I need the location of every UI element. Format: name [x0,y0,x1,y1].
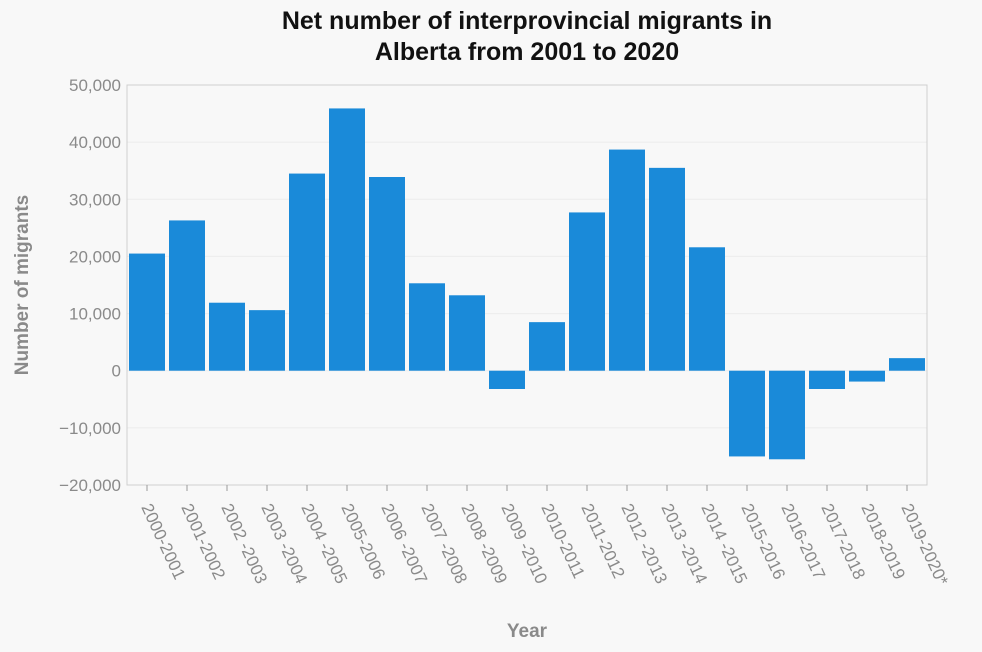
bar [889,358,925,371]
y-tick-label: −20,000 [59,476,121,495]
bar [209,302,245,371]
chart-title: Net number of interprovincial migrants i… [281,7,773,66]
y-tick-label: 0 [112,362,121,381]
bar [129,253,165,371]
bar [689,247,725,371]
bar [729,370,765,457]
y-tick-label: 30,000 [69,190,121,209]
bar [449,295,485,371]
bar [769,370,805,460]
bar [529,322,565,371]
bar [249,310,285,371]
y-tick-label: −10,000 [59,419,121,438]
bars [129,108,925,460]
bar [169,220,205,371]
y-axis-title: Number of migrants [12,195,33,376]
bar [809,370,845,389]
plot-frame [126,84,928,486]
y-tick-label: 50,000 [69,76,121,95]
y-axis-ticks: 50,000 40,000 30,000 20,000 10,000 0 −10,000 −2… [59,76,121,495]
x-axis-title: Year [507,621,548,642]
bar [329,108,365,371]
bar [649,167,685,371]
y-tick-label: 40,000 [69,133,121,152]
y-tick-label: 20,000 [69,247,121,266]
bar [849,370,885,382]
bar [369,177,405,371]
bar [569,212,605,371]
bar [409,283,445,371]
y-tick-label: 10,000 [69,305,121,324]
bar [289,173,325,371]
bar [489,370,525,389]
bar [609,149,645,371]
gridlines [127,84,927,486]
